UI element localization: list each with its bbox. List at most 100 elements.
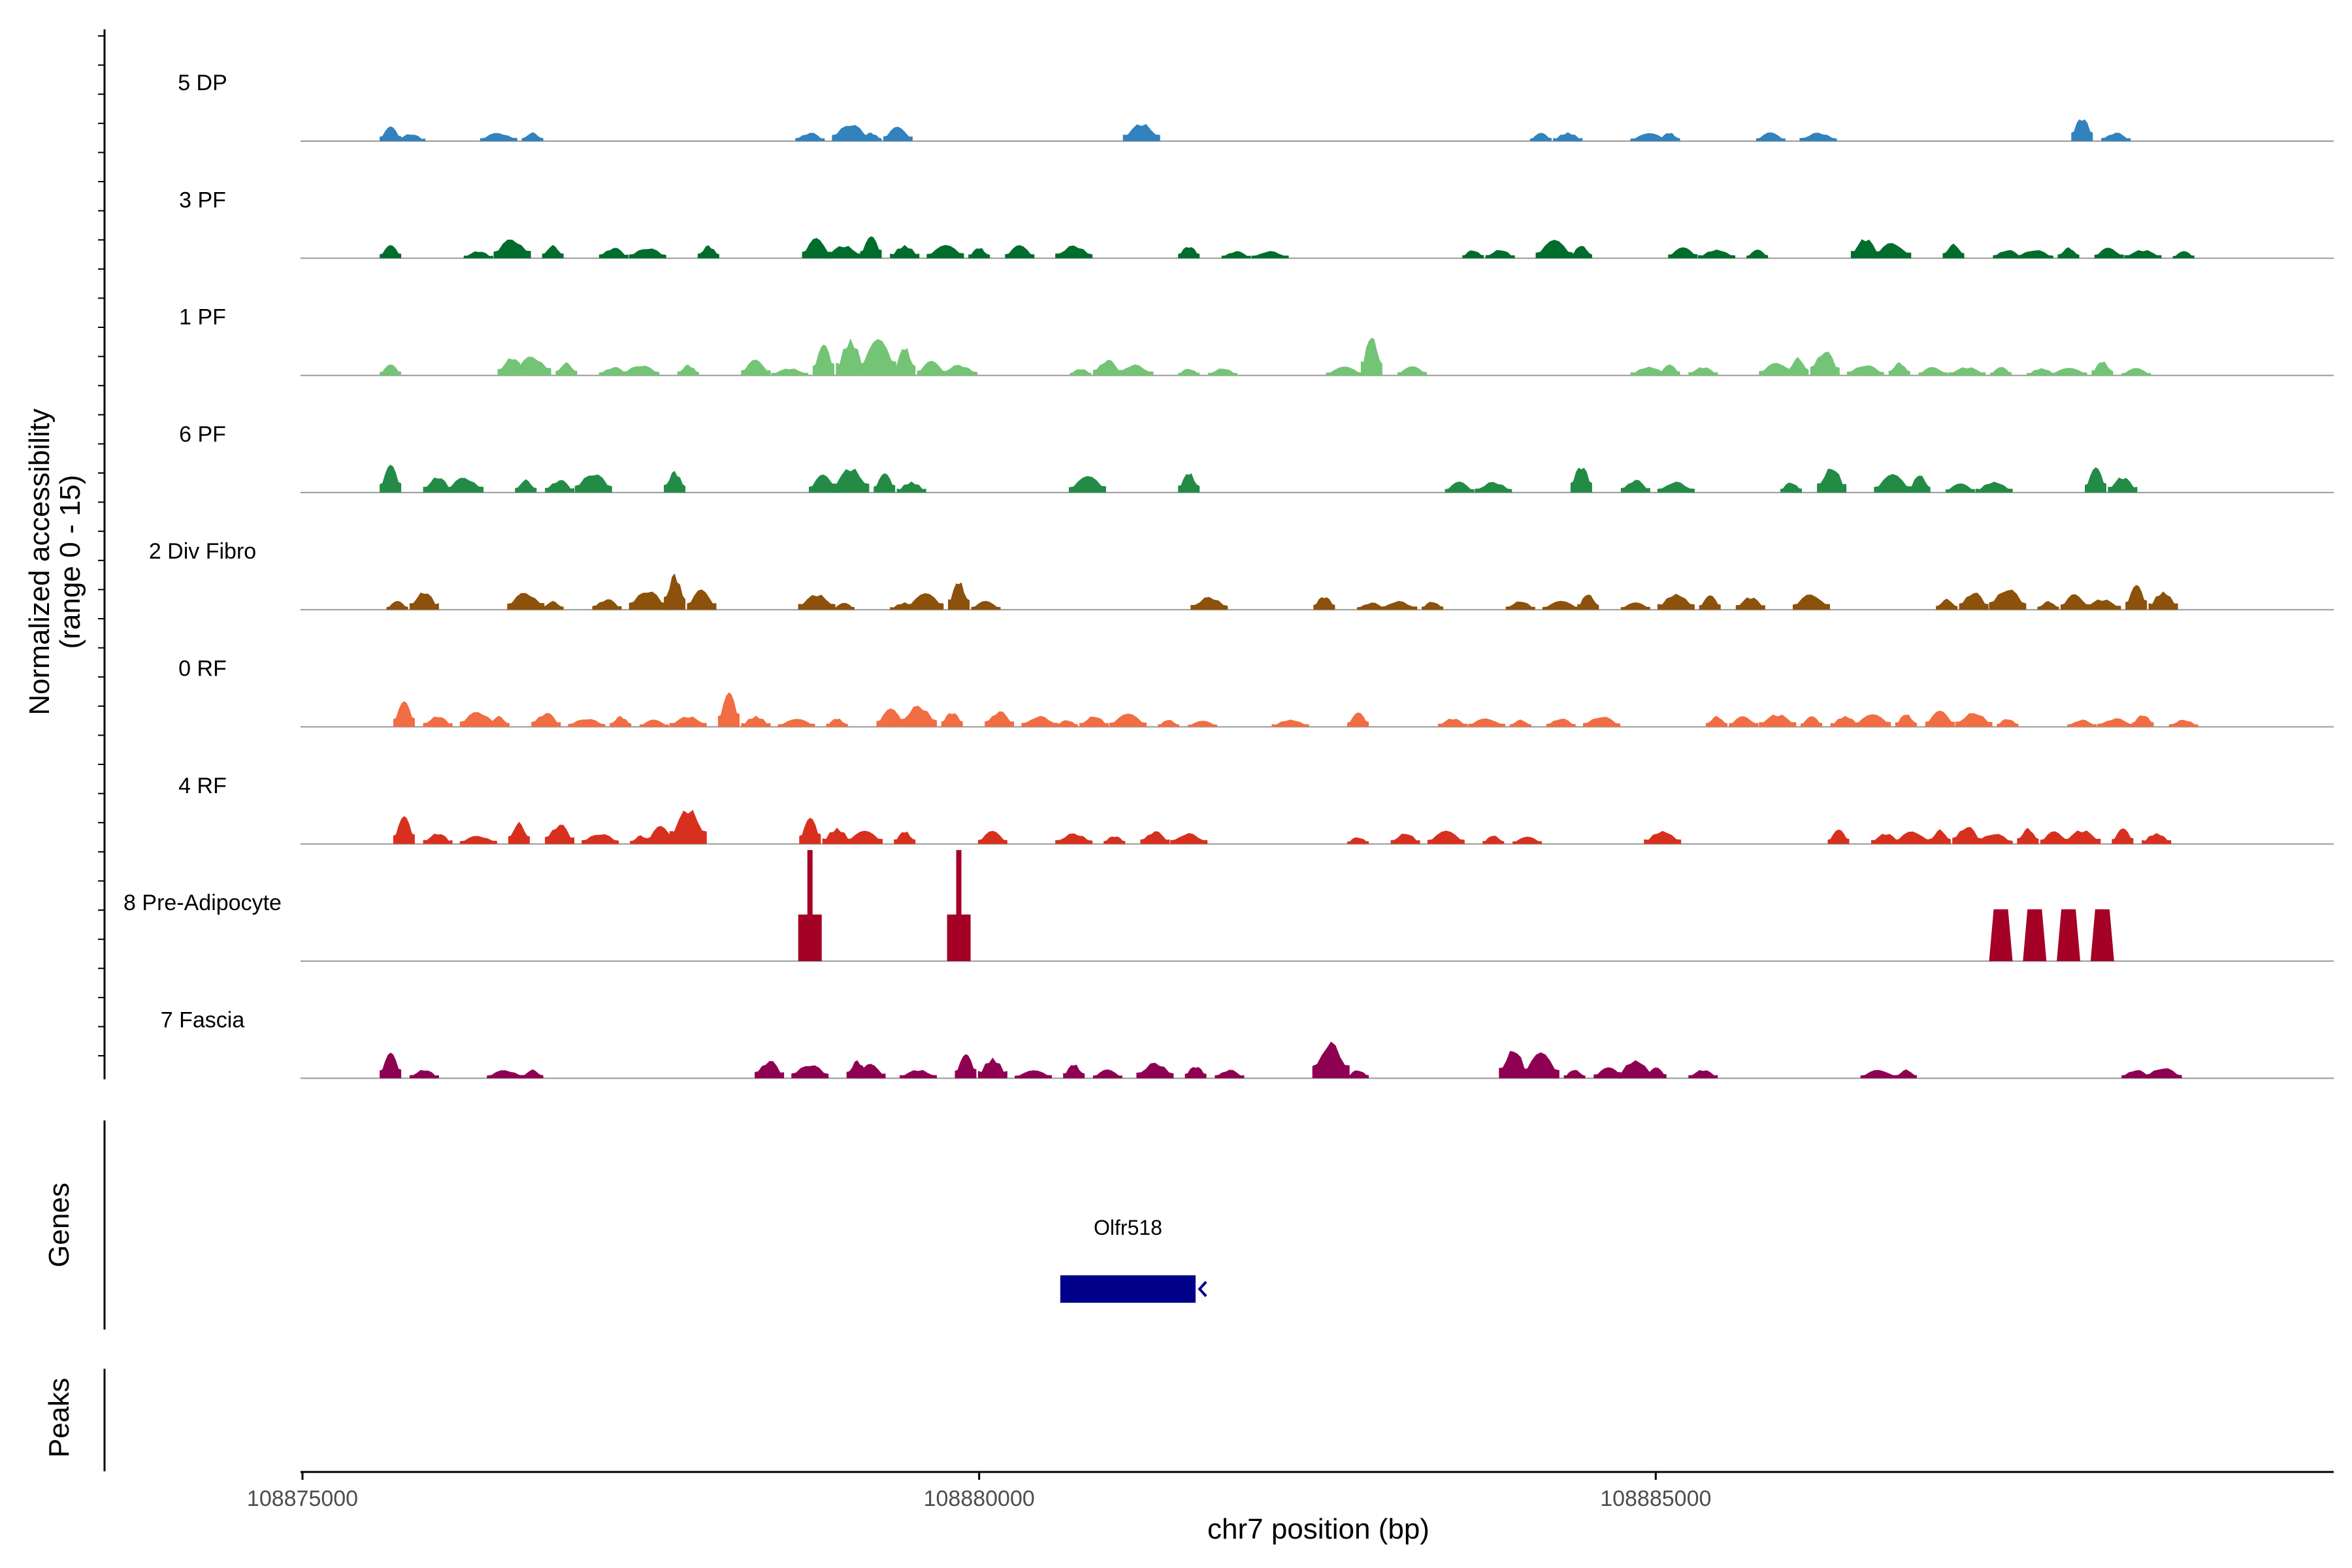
coverage-peak (822, 827, 852, 844)
coverage-peak (1756, 132, 1786, 141)
track-label: 4 RF (178, 774, 227, 798)
coverage-peak (947, 850, 971, 962)
coverage-peak (1657, 593, 1695, 610)
coverage-peak (664, 470, 686, 493)
coverage-peak (826, 719, 848, 727)
track-4-rf: 4 RF (178, 774, 2334, 845)
coverage-peak (515, 479, 537, 493)
coverage-peak (521, 1069, 544, 1079)
track-label: 3 PF (179, 188, 226, 212)
coverage-peak (2060, 594, 2090, 610)
coverage-peak (380, 364, 402, 376)
coverage-peak (2101, 133, 2131, 141)
coverage-peak (487, 1070, 525, 1079)
coverage-peak (2057, 909, 2081, 962)
x-tick-label: 108875000 (247, 1486, 358, 1511)
coverage-peak (1005, 245, 1035, 259)
coverage-peak (380, 126, 402, 141)
coverage-peak (1583, 717, 1620, 727)
track-0-rf: 0 RF (178, 657, 2334, 728)
coverage-peak (1989, 909, 2013, 962)
coverage-peak (2132, 715, 2154, 727)
coverage-peak (393, 701, 415, 727)
coverage-peak (1271, 719, 1309, 727)
coverage-peak (521, 132, 544, 141)
coverage-peak (2083, 599, 2121, 610)
coverage-peak (1936, 598, 1958, 610)
track-5-dp: 5 DP (178, 71, 2334, 142)
coverage-peak (860, 236, 882, 259)
coverage-peak (2037, 600, 2059, 610)
coverage-peak (1021, 715, 1059, 727)
coverage-peak (1208, 368, 1237, 376)
peaks-axis-label: Peaks (43, 1378, 75, 1458)
coverage-peak (1593, 1067, 1624, 1079)
coverage-peak (646, 826, 676, 844)
coverage-peak (1312, 1041, 1350, 1079)
coverage-peak (1467, 718, 1505, 727)
coverage-peak (890, 244, 920, 259)
gene-models: Olfr518 (1060, 1216, 1207, 1303)
coverage-peak (2040, 831, 2070, 844)
gene-olfr518: Olfr518 (1060, 1216, 1207, 1303)
coverage-peak (2168, 719, 2198, 727)
coverage-peak (977, 1057, 1007, 1079)
coverage-peak (1184, 1067, 1207, 1079)
coverage-peak (2121, 368, 2151, 376)
coverage-peak (1990, 367, 2012, 376)
coverage-peak (396, 134, 426, 141)
coverage-peak (423, 716, 453, 727)
coverage-peak (2090, 909, 2114, 962)
coverage-peak (1427, 830, 1465, 844)
coverage-peak (1657, 482, 1695, 493)
coverage-peak (825, 246, 862, 259)
coverage-peak (1658, 133, 1680, 141)
coverage-peak (1908, 475, 1931, 493)
coverage-peak (1874, 474, 1912, 493)
coverage-peak (1347, 837, 1369, 844)
coverage-peak (896, 481, 926, 493)
coverage-peak (1475, 482, 1512, 493)
coverage-peak (1860, 1070, 1898, 1079)
coverage-peak (2144, 1068, 2182, 1079)
coverage-peak (545, 825, 575, 844)
coverage-peak (900, 706, 937, 727)
coverage-peak (1888, 362, 1910, 376)
coverage-peak (874, 473, 896, 493)
coverage-peak (1959, 593, 1989, 610)
coverage-peak (977, 830, 1007, 844)
track-label: 5 DP (178, 71, 227, 95)
coverage-peak (777, 719, 815, 727)
coverage-peak (1116, 364, 1154, 376)
coverage-peak (1397, 366, 1427, 376)
track-2-div-fibro: 2 Div Fibro (149, 539, 2334, 611)
coverage-peak (1918, 367, 1948, 376)
coverage-peak (1499, 1051, 1529, 1079)
track-label: 1 PF (179, 305, 226, 330)
coverage-peak (1799, 133, 1837, 141)
coverage-peak (832, 125, 870, 141)
coverage-peak (926, 245, 964, 259)
coverage-peak (876, 708, 906, 727)
coverage-peak (598, 367, 629, 376)
coverage-peak (1644, 1067, 1667, 1079)
coverage-peak (1092, 359, 1122, 376)
coverage-peak (1620, 602, 1650, 610)
coverage-peak (741, 715, 771, 727)
coverage-peak (1485, 250, 1515, 259)
coverage-peak (2112, 828, 2134, 844)
coverage-peak (906, 593, 944, 610)
coverage-peak (542, 244, 564, 259)
coverage-peak (592, 599, 622, 610)
coverage-peak (1644, 830, 1682, 844)
coverage-peak (598, 248, 629, 259)
coverage-peak (1668, 247, 1698, 259)
coverage-peak (1122, 123, 1160, 141)
coverage-peak (1620, 480, 1650, 493)
coverage-peak (622, 365, 660, 376)
coverage-peak (1948, 367, 1986, 376)
coverage-peak (555, 362, 578, 376)
coverage-peak (856, 1064, 886, 1079)
coverage-peak (423, 477, 453, 493)
coverage-peak (2125, 585, 2148, 610)
